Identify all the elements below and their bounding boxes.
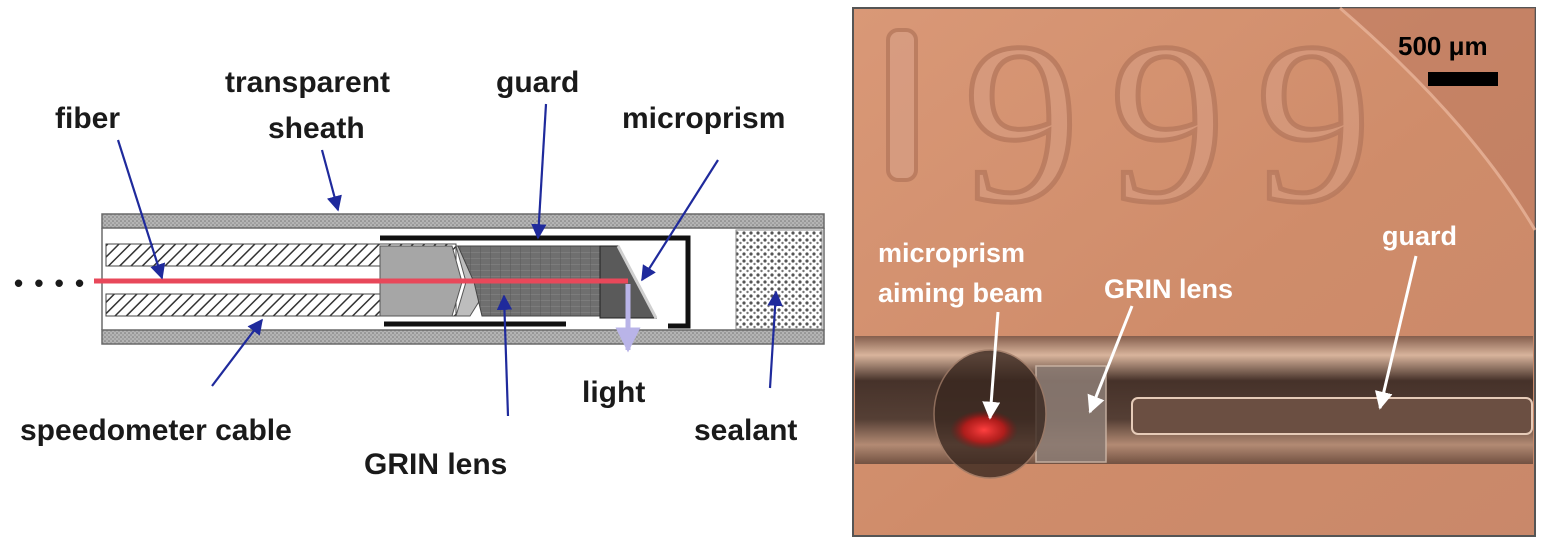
label-microprism: microprism — [622, 102, 785, 135]
coin-rim-shade — [1340, 8, 1535, 230]
photo-arrows — [982, 255, 1418, 420]
microprism-face — [616, 245, 658, 319]
scale-bar: 500 μm — [1398, 31, 1498, 86]
digit-nine-3-outline: 9 — [1256, 0, 1371, 250]
arrow-guard — [531, 103, 548, 240]
photo-label-aiming-beam: aiming beam — [878, 278, 1043, 308]
digit-nine-2-outline: 9 — [1110, 0, 1225, 250]
label-grin-lens: GRIN lens — [364, 448, 507, 481]
label-sealant: sealant — [694, 414, 797, 447]
label-speedometer-cable: speedometer cable — [20, 414, 292, 447]
label-sheath: sheath — [268, 112, 365, 145]
photo-labels: microprism aiming beam GRIN lens guard — [878, 221, 1457, 308]
schematic-arrows — [116, 103, 783, 417]
photo-arrow-microprism — [982, 311, 1001, 420]
photo-guard — [1131, 397, 1533, 435]
arrow-speedometer-cable — [211, 318, 263, 387]
label-light: light — [582, 376, 645, 409]
scale-bar-line — [1428, 72, 1498, 86]
label-transparent: transparent — [225, 66, 390, 99]
sheath-top-wall — [101, 213, 825, 229]
photo-label-microprism: microprism — [878, 238, 1025, 268]
aiming-beam-glow — [950, 410, 1018, 450]
sheath-bottom-wall — [101, 329, 825, 345]
arrow-microprism — [641, 159, 719, 282]
digit-nine-2: 9 — [1110, 0, 1225, 250]
photo-arrow-guard — [1374, 255, 1418, 410]
label-guard: guard — [496, 66, 579, 99]
schematic-labels: fiber transparent sheath guard micropris… — [20, 66, 797, 481]
arrow-sheath — [320, 149, 342, 212]
arrow-sealant — [767, 290, 783, 389]
probe-schematic: • • • • — [14, 213, 825, 353]
photo-grin-lens — [1035, 365, 1107, 463]
digit-nine-3: 9 — [1256, 0, 1371, 250]
digit-nine-1: 9 — [964, 0, 1079, 250]
scale-bar-label: 500 μm — [1398, 31, 1488, 61]
photo-label-guard: guard — [1382, 221, 1457, 251]
sealant-block — [735, 229, 823, 330]
probe-photo: 9 9 9 9 9 9 — [852, 0, 1537, 537]
digit-one — [886, 28, 918, 182]
speedometer-cable-bottom — [105, 293, 457, 317]
digit-nine-1-outline: 9 — [964, 0, 1079, 250]
speedometer-cable-top — [105, 243, 457, 267]
arrow-grin-lens — [496, 294, 513, 417]
photo-arrow-grin-lens — [1087, 305, 1134, 414]
coin-year-digits: 9 9 9 9 9 9 — [886, 0, 1374, 253]
continuation-dots: • • • • — [14, 268, 86, 298]
label-fiber: fiber — [55, 102, 120, 135]
photo-label-grin-lens: GRIN lens — [1104, 274, 1233, 304]
arrow-fiber — [116, 139, 166, 280]
coin-rim-edge — [1339, 6, 1537, 231]
